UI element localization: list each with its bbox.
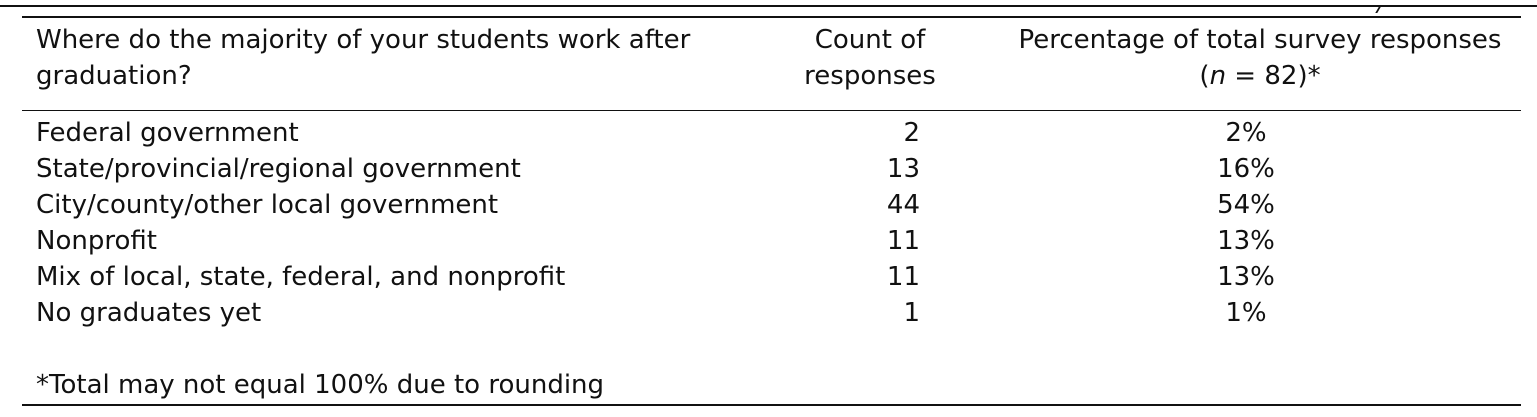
header-percentage-line1: Percentage of total survey responses [1018, 25, 1502, 55]
row-percent: 13% [1217, 262, 1275, 292]
header-count-line1: Count of [814, 25, 926, 55]
header-percentage: Percentage of total survey responses (n … [990, 22, 1530, 94]
row-count: 1 [903, 298, 920, 328]
table-row: City/county/other local government 44 54… [36, 187, 1516, 223]
row-count: 11 [886, 226, 920, 256]
table-row: Mix of local, state, federal, and nonpro… [36, 259, 1516, 295]
header-count: Count of responses [790, 22, 950, 94]
page-top-rule [0, 5, 1537, 13]
row-count: 13 [886, 154, 920, 184]
header-n-open: ( [1199, 61, 1210, 91]
table-row: No graduates yet 1 1% [36, 295, 1516, 331]
row-percent: 16% [1217, 154, 1275, 184]
row-percent: 13% [1217, 226, 1275, 256]
table-footnote: *Total may not equal 100% due to roundin… [36, 370, 605, 400]
row-category: Federal government [36, 118, 299, 148]
table-row: Nonprofit 11 13% [36, 223, 1516, 259]
row-count: 44 [886, 190, 920, 220]
row-category: State/provincial/regional government [36, 154, 521, 184]
table-top-rule [22, 16, 1521, 18]
header-n-symbol: n [1209, 61, 1227, 91]
row-category: No graduates yet [36, 298, 262, 328]
row-percent: 54% [1217, 190, 1275, 220]
header-count-line2: responses [804, 61, 936, 91]
header-n-value: = 82)* [1226, 61, 1321, 91]
header-bottom-rule [22, 110, 1521, 111]
row-percent: 1% [1225, 298, 1267, 328]
table-body: Federal government 2 2% State/provincial… [36, 115, 1516, 331]
row-category: Nonprofit [36, 226, 157, 256]
table-row: State/provincial/regional government 13 … [36, 151, 1516, 187]
header-percentage-line2: (n = 82)* [990, 58, 1530, 94]
row-count: 2 [903, 118, 920, 148]
header-question: Where do the majority of your students w… [36, 25, 691, 91]
table-bottom-rule [22, 404, 1521, 406]
page-top-rule-mark [1375, 7, 1391, 13]
row-count: 11 [886, 262, 920, 292]
table-row: Federal government 2 2% [36, 115, 1516, 151]
row-category: Mix of local, state, federal, and nonpro… [36, 262, 566, 292]
row-category: City/county/other local government [36, 190, 499, 220]
row-percent: 2% [1225, 118, 1267, 148]
